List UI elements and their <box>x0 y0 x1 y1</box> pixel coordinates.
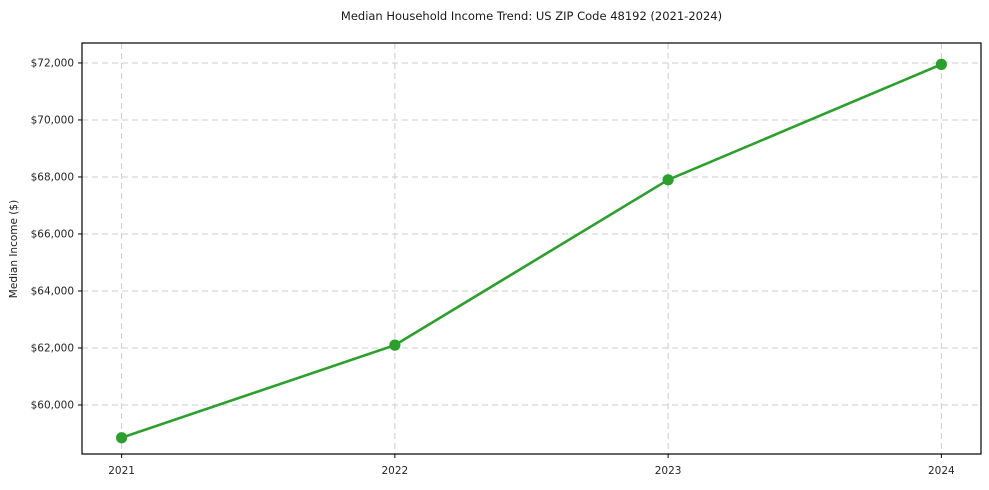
y-tick-label: $62,000 <box>31 342 74 354</box>
x-tick-label: 2024 <box>928 465 955 477</box>
chart-title: Median Household Income Trend: US ZIP Co… <box>340 9 723 23</box>
trend-line <box>120 63 943 440</box>
y-tick-label: $72,000 <box>31 57 74 69</box>
y-tick-label: $64,000 <box>31 285 74 297</box>
y-tick-label: $60,000 <box>31 399 74 411</box>
x-tick-label: 2021 <box>108 465 135 477</box>
x-tick-label: 2022 <box>382 465 409 477</box>
x-tick-label: 2023 <box>655 465 682 477</box>
y-tick-label: $68,000 <box>31 171 74 183</box>
y-tick-label: $66,000 <box>31 228 74 240</box>
y-tick-label: $70,000 <box>31 114 74 126</box>
plot-border <box>81 42 982 455</box>
data-point-marker <box>935 58 947 70</box>
data-point-marker <box>662 174 674 186</box>
data-point-marker <box>389 339 401 351</box>
data-point-marker <box>116 432 128 444</box>
